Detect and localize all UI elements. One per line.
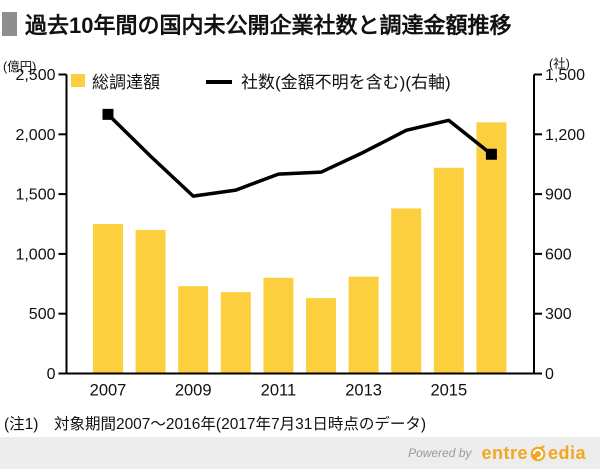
- x-axis-label-2009: 2009: [175, 382, 212, 400]
- left-axis-tick-label: 0: [47, 366, 56, 383]
- bar-2009: [178, 286, 209, 374]
- brand-suffix: edia: [547, 442, 586, 463]
- left-axis-tick-label: 2,500: [15, 67, 55, 84]
- x-axis-label-2013: 2013: [345, 382, 382, 400]
- title-bullet: [2, 12, 17, 36]
- bar-2012: [306, 298, 336, 374]
- right-axis-tick-label: 1,200: [545, 127, 585, 144]
- legend-line-label: 社数(金額不明を含む)(右軸): [241, 73, 451, 92]
- line-marker-2016: [485, 148, 497, 160]
- right-axis-tick-label: 900: [545, 187, 572, 204]
- chart-legend: 総調達額 社数(金額不明を含む)(右軸): [71, 68, 451, 93]
- left-axis-unit: (億円): [3, 60, 37, 74]
- right-axis-tick-label: 300: [545, 306, 572, 323]
- bar-2011: [263, 277, 294, 374]
- legend-bar-label: 総調達額: [92, 73, 160, 92]
- footnote: (注1) 対象期間2007～2016年(2017年7月31日時点のデータ): [4, 416, 427, 433]
- bar-2013: [348, 276, 379, 374]
- left-axis-tick-label: 1,500: [15, 187, 55, 204]
- right-axis-unit: (社): [549, 57, 570, 71]
- footer-bar: Powered by entre edia: [0, 437, 600, 469]
- powered-by-label: Powered by: [408, 446, 472, 460]
- left-axis-tick-label: 1,000: [15, 246, 55, 263]
- bar-2008: [135, 229, 166, 374]
- right-axis-tick-label: 600: [545, 246, 572, 263]
- left-axis-tick-label: 500: [29, 306, 56, 323]
- bar-2015: [433, 167, 464, 374]
- entrepedia-logo: entre edia: [481, 443, 586, 464]
- line-marker-2007: [102, 108, 114, 120]
- page-title: 過去10年間の国内未公開企業社数と調達金額推移: [25, 13, 512, 38]
- entrepedia-logo-icon: [530, 445, 546, 462]
- x-axis-label-2015: 2015: [430, 382, 467, 400]
- bar-2007: [93, 224, 123, 374]
- brand-prefix: entre: [481, 442, 528, 463]
- right-axis-tick-label: 0: [545, 366, 554, 383]
- right-axis-tick-label: 1,500: [545, 67, 585, 84]
- left-axis-tick-label: 2,000: [15, 127, 55, 144]
- legend-line-swatch: [206, 79, 232, 84]
- chart-title-row: 過去10年間の国内未公開企業社数と調達金額推移: [2, 8, 511, 40]
- bar-2016: [476, 122, 507, 374]
- line-series: [106, 113, 493, 198]
- x-axis-label-2007: 2007: [90, 382, 127, 400]
- x-axis-label-2011: 2011: [261, 382, 296, 400]
- legend-bar-swatch: [71, 74, 85, 87]
- bar-2010: [220, 292, 251, 374]
- bar-2014: [391, 208, 422, 374]
